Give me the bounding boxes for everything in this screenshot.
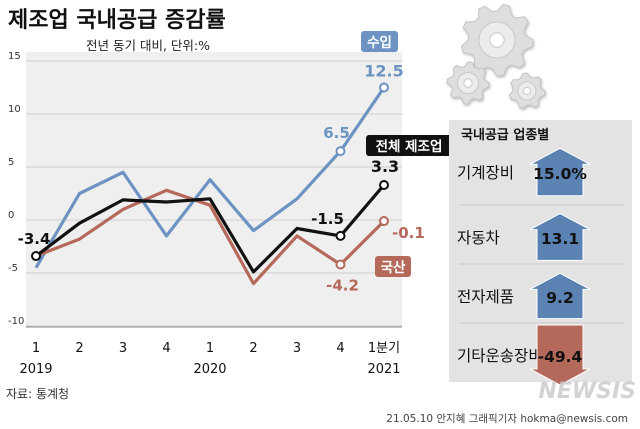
series-domestic [35, 188, 389, 286]
axes: 1 2 3 4 1 2 3 4 1분기 2019 2020 2021 [19, 326, 402, 377]
x-tick-label: 1 [206, 341, 214, 356]
data-point [379, 216, 389, 227]
sector-row: 전자제품 9.2 [457, 263, 624, 320]
x-tick-label: 1분기 [368, 341, 400, 356]
legend-badge-box [366, 135, 452, 156]
x-tick-label: 4 [162, 341, 170, 356]
chart-subtitle: 전년 동기 대비, 단위:% [86, 38, 210, 53]
up-arrow-icon [529, 272, 591, 320]
legend-badge-box [361, 31, 398, 52]
series-line [34, 86, 386, 269]
sector-row: 자동차 13.1 [457, 204, 624, 261]
down-arrow-icon [529, 324, 591, 386]
data-label: -1.5 [311, 210, 344, 228]
legend-badge-label: 수입 [367, 35, 392, 51]
data-label: 6.5 [323, 124, 350, 142]
sector-value: -49.4 [538, 348, 583, 366]
data-label: 12.5 [364, 62, 403, 81]
data-point [335, 230, 346, 241]
sector-value: 15.0% [533, 165, 587, 183]
sector-name: 자동차 [457, 229, 500, 247]
series-line [35, 183, 386, 274]
sector-value: 13.1 [541, 230, 579, 248]
legend-badge: 국산 [375, 256, 411, 277]
x-year-label: 2019 [19, 362, 52, 377]
x-tick-label: 1 [32, 341, 40, 356]
data-point [335, 259, 346, 270]
chart-texts: 제조업 국내공급 증감률 전년 동기 대비, 단위:% 자료: 통계청 21.0… [6, 8, 636, 425]
sector-row: 기타운송장비-49.4 [457, 322, 624, 386]
data-label: 3.3 [371, 157, 399, 176]
data-point [379, 82, 389, 93]
sector-row: 기계장비 15.0% [457, 147, 591, 197]
x-year-label: 2021 [367, 362, 400, 377]
watermark: NEWSIS [538, 379, 636, 404]
source-note: 자료: 통계청 [6, 387, 69, 401]
sector-name: 전자제품 [457, 288, 514, 306]
sector-name: 기계장비 [457, 164, 514, 182]
legend-badge-label: 전체 제조업 [376, 138, 443, 155]
data-point [31, 251, 41, 262]
y-tick-label: 5 [8, 157, 14, 168]
data-label: -4.2 [326, 277, 359, 295]
y-tick-label: 0 [8, 210, 14, 221]
data-point [335, 146, 346, 157]
x-tick-label: 2 [249, 341, 257, 356]
sector-value: 9.2 [546, 289, 573, 307]
chart-title: 제조업 국내공급 증감률 [8, 8, 226, 33]
data-point [379, 180, 389, 191]
legend-badge: 전체 제조업 [366, 135, 452, 156]
credit-line: 21.05.10 안지혜 그래픽기자 hokma@newsis.com [386, 413, 628, 425]
series-total [31, 180, 389, 274]
gear-small-hole [463, 78, 473, 88]
data-label: -3.4 [18, 230, 51, 248]
up-arrow-icon [529, 147, 591, 197]
sector-name: 기타운송장비 [457, 347, 543, 365]
gear-decoration [446, 3, 546, 110]
legend-badge: 수입 [361, 31, 398, 52]
series-import [34, 82, 389, 269]
x-tick-label: 2 [75, 341, 83, 356]
y-tick-label: 10 [8, 104, 21, 115]
x-tick-label: 3 [119, 341, 127, 356]
x-year-label: 2020 [193, 362, 226, 377]
gear-large-hole [489, 32, 505, 48]
y-tick-label: -10 [8, 316, 24, 327]
up-arrow-icon [529, 213, 591, 261]
gear-tiny-hole [522, 86, 532, 96]
legend-badge-label: 국산 [381, 259, 406, 276]
series-line [35, 188, 386, 286]
x-tick-label: 4 [336, 341, 344, 356]
y-tick-label: 15 [8, 51, 21, 62]
legend-badge-box [375, 256, 411, 277]
x-tick-label: 3 [293, 341, 301, 356]
data-label: -0.1 [392, 224, 425, 242]
y-tick-label: -5 [8, 263, 18, 274]
sector-panel-title: 국내공급 업종별 [461, 127, 549, 143]
